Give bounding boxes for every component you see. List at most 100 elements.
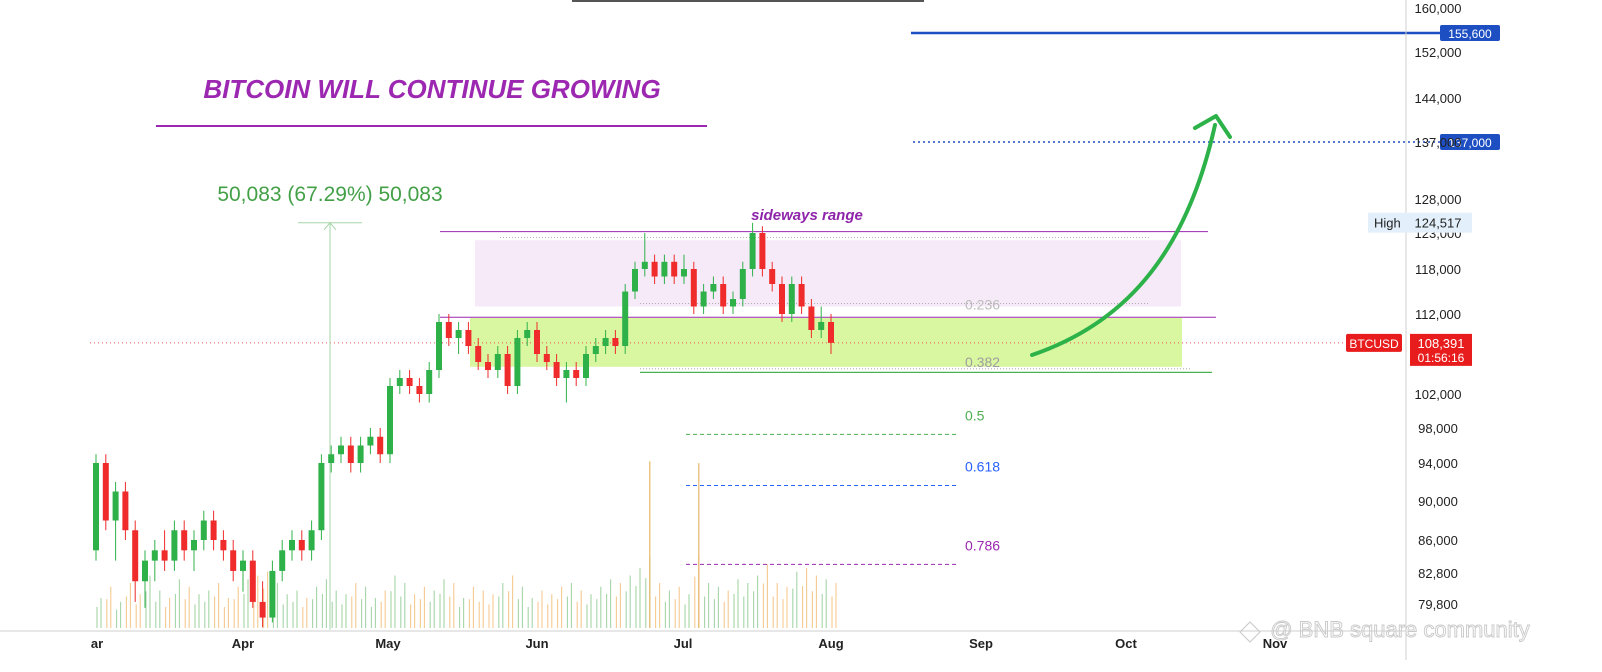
target-badge (1440, 25, 1500, 41)
candle-body (161, 550, 168, 561)
fib-label: 0.618 (965, 459, 1000, 475)
watermark-text: @ BNB square community (1270, 617, 1530, 642)
candle-body (279, 550, 286, 571)
fib-label: 0.786 (965, 537, 1000, 553)
candle-body (720, 284, 727, 307)
candle-body (651, 261, 658, 277)
y-tick-label: 90,000 (1418, 494, 1458, 509)
y-tick-label: 118,000 (1415, 262, 1461, 277)
candle-body (730, 299, 736, 307)
last-price-badge (1410, 333, 1472, 366)
candle-body (749, 233, 756, 269)
candle-body (181, 530, 188, 551)
candle-body (818, 322, 825, 330)
x-tick-label: May (375, 636, 401, 651)
candle-body (308, 530, 315, 551)
x-tick-label: Apr (232, 636, 254, 651)
candle-body (455, 330, 462, 338)
y-tick-label: 137,000 (1415, 135, 1462, 150)
candle-body (191, 540, 197, 551)
x-tick-label: Sep (969, 636, 993, 651)
fib-label: 0.382 (965, 354, 1000, 370)
candle-body (357, 445, 364, 463)
symbol-badge (1346, 333, 1402, 352)
candle-body (563, 370, 570, 378)
candle-body (759, 233, 766, 269)
candle-body (710, 284, 717, 292)
measure-label: 50,083 (67.29%) 50,083 (217, 183, 442, 206)
y-tick-label: 98,000 (1418, 421, 1458, 436)
growth-arrowhead (1193, 114, 1232, 139)
candle-body (132, 530, 139, 582)
candle-body (367, 436, 374, 446)
y-tick-label: 94,000 (1418, 456, 1458, 471)
annotation-sideways: sideways range (751, 207, 863, 224)
candle-body (798, 284, 805, 307)
candle-body (249, 560, 256, 602)
candle-body (475, 346, 482, 362)
candle-body (573, 370, 580, 378)
candle-body (543, 354, 550, 362)
candle-body (602, 338, 609, 346)
candle-body (289, 540, 295, 551)
candle-body (436, 322, 442, 370)
candle-body (220, 540, 227, 551)
candle-body (524, 330, 531, 338)
candle-body (769, 269, 776, 284)
candle-body (259, 601, 266, 618)
candle-body (396, 378, 403, 386)
high-badge (1368, 212, 1472, 233)
x-tick-label: Nov (1263, 636, 1288, 651)
candle-body (171, 530, 178, 561)
candle-body (445, 322, 452, 338)
candle-body (592, 346, 599, 354)
target-value: 155,600 (1448, 27, 1492, 41)
candle-body (632, 269, 638, 292)
candle-body (93, 463, 99, 551)
last-price-value: 108,391 (1418, 336, 1465, 351)
y-tick-label: 152,000 (1415, 45, 1462, 60)
candle-body (583, 354, 589, 378)
candle-body (102, 463, 109, 521)
sideways-zone (475, 240, 1181, 307)
x-tick-label: Jul (674, 636, 693, 651)
candle-body (808, 306, 815, 330)
candle-body (298, 540, 305, 551)
high-value: 124,517 (1415, 216, 1462, 231)
candle-body (269, 570, 276, 618)
candle-body (200, 520, 207, 540)
candle-body (112, 491, 119, 521)
candle-body (553, 362, 560, 378)
candle-body (504, 354, 511, 386)
y-tick-label: 112,000 (1415, 307, 1461, 322)
candle-body (387, 386, 393, 455)
candle-body (671, 261, 678, 277)
candle-body (622, 291, 629, 346)
candle-body (641, 261, 648, 269)
candle-body (377, 436, 384, 455)
candle-body (338, 445, 344, 455)
candle-body (779, 284, 785, 314)
target-value: 137,000 (1448, 136, 1492, 150)
candle-body (514, 338, 521, 386)
y-tick-label: 128,000 (1415, 192, 1462, 207)
y-tick-label: 144,000 (1415, 91, 1462, 106)
candle-body (690, 269, 697, 307)
chart-title: BITCOIN WILL CONTINUE GROWING (203, 74, 660, 104)
watermark-logo-icon (1239, 621, 1261, 643)
candle-body (739, 269, 746, 299)
candle-body (416, 386, 423, 394)
candle-body (210, 520, 217, 540)
measure-arrowhead (323, 222, 337, 231)
x-tick-label: Jun (525, 636, 548, 651)
candle-body (151, 550, 158, 561)
candle-body (426, 370, 433, 394)
candle-body (788, 284, 795, 314)
candle-body (406, 378, 413, 386)
x-tick-label: ar (91, 636, 103, 651)
x-tick-label: Aug (818, 636, 843, 651)
y-tick-label: 82,800 (1418, 566, 1458, 581)
fib-label: 0.236 (965, 297, 1000, 313)
